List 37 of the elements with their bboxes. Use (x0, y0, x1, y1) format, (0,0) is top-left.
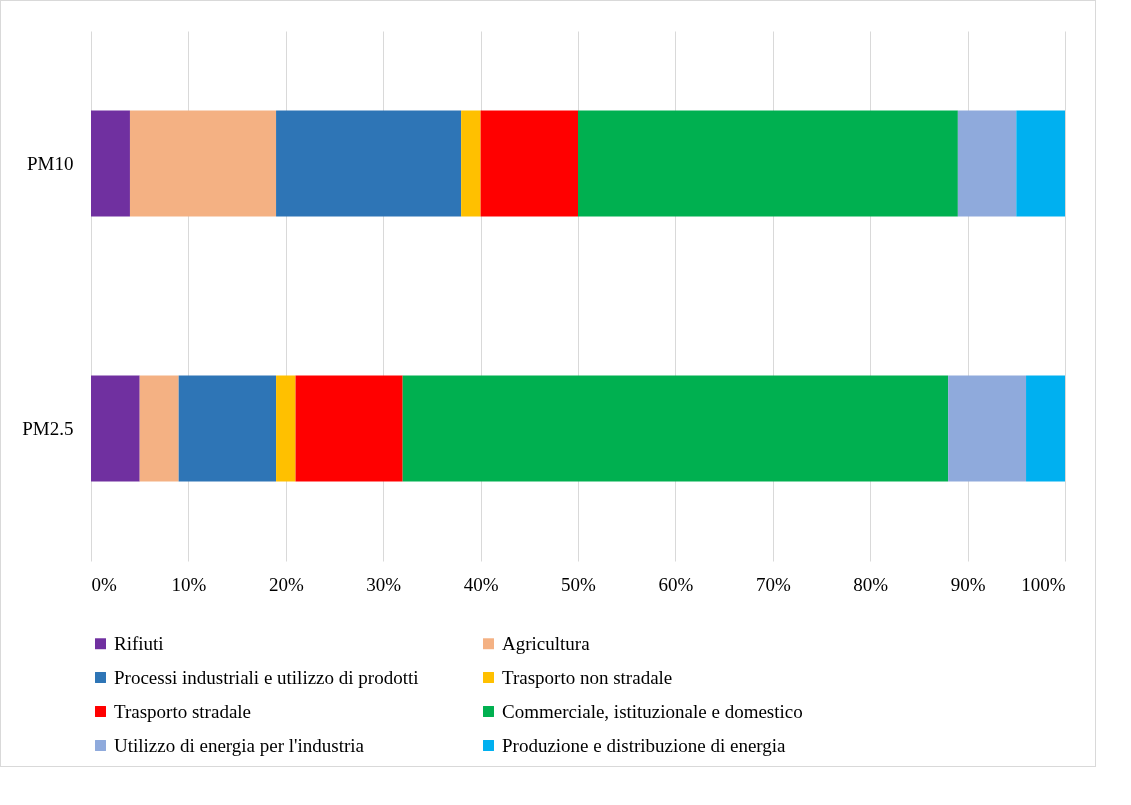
x-tick-label: 50% (561, 573, 597, 595)
x-tick-label: 0% (91, 573, 117, 595)
bar (178, 375, 277, 482)
x-tick-label: 10% (171, 573, 207, 595)
bar (461, 110, 481, 217)
legend-label: Trasporto non stradale (502, 666, 673, 688)
legend-label: Agricultura (502, 632, 591, 654)
legend-label: Utilizzo di energia per l'industria (114, 734, 365, 756)
bar (1016, 110, 1065, 217)
bar (295, 375, 403, 482)
legend-label: Produzione e distribuzione di energia (502, 734, 787, 756)
bar (91, 375, 140, 482)
bar (139, 375, 179, 482)
bar (480, 110, 578, 217)
bar (91, 110, 130, 217)
x-tick-label: 80% (853, 573, 889, 595)
bar (578, 110, 958, 217)
bar (402, 375, 949, 482)
bar (276, 110, 462, 217)
x-tick-label: 40% (463, 573, 499, 595)
x-tick-label: 30% (366, 573, 402, 595)
bar (276, 375, 296, 482)
bar (948, 375, 1027, 482)
bar (129, 110, 277, 217)
x-tick-label: 90% (950, 573, 986, 595)
legend-label: Processi industriali e utilizzo di prodotti (114, 666, 419, 688)
legend-label: Trasporto stradale (114, 700, 252, 722)
x-tick-label: 20% (268, 573, 304, 595)
legend-label: Commerciale, istituzionale e domestico (502, 700, 803, 722)
legend-label: Rifiuti (114, 632, 164, 654)
x-tick-label: 60% (658, 573, 694, 595)
x-tick-label: 70% (755, 573, 791, 595)
y-tick-label: PM10 (27, 152, 74, 174)
bar (1026, 375, 1065, 482)
x-tick-label: 100% (1021, 573, 1066, 595)
y-tick-label: PM2.5 (22, 417, 74, 439)
bar (957, 110, 1017, 217)
